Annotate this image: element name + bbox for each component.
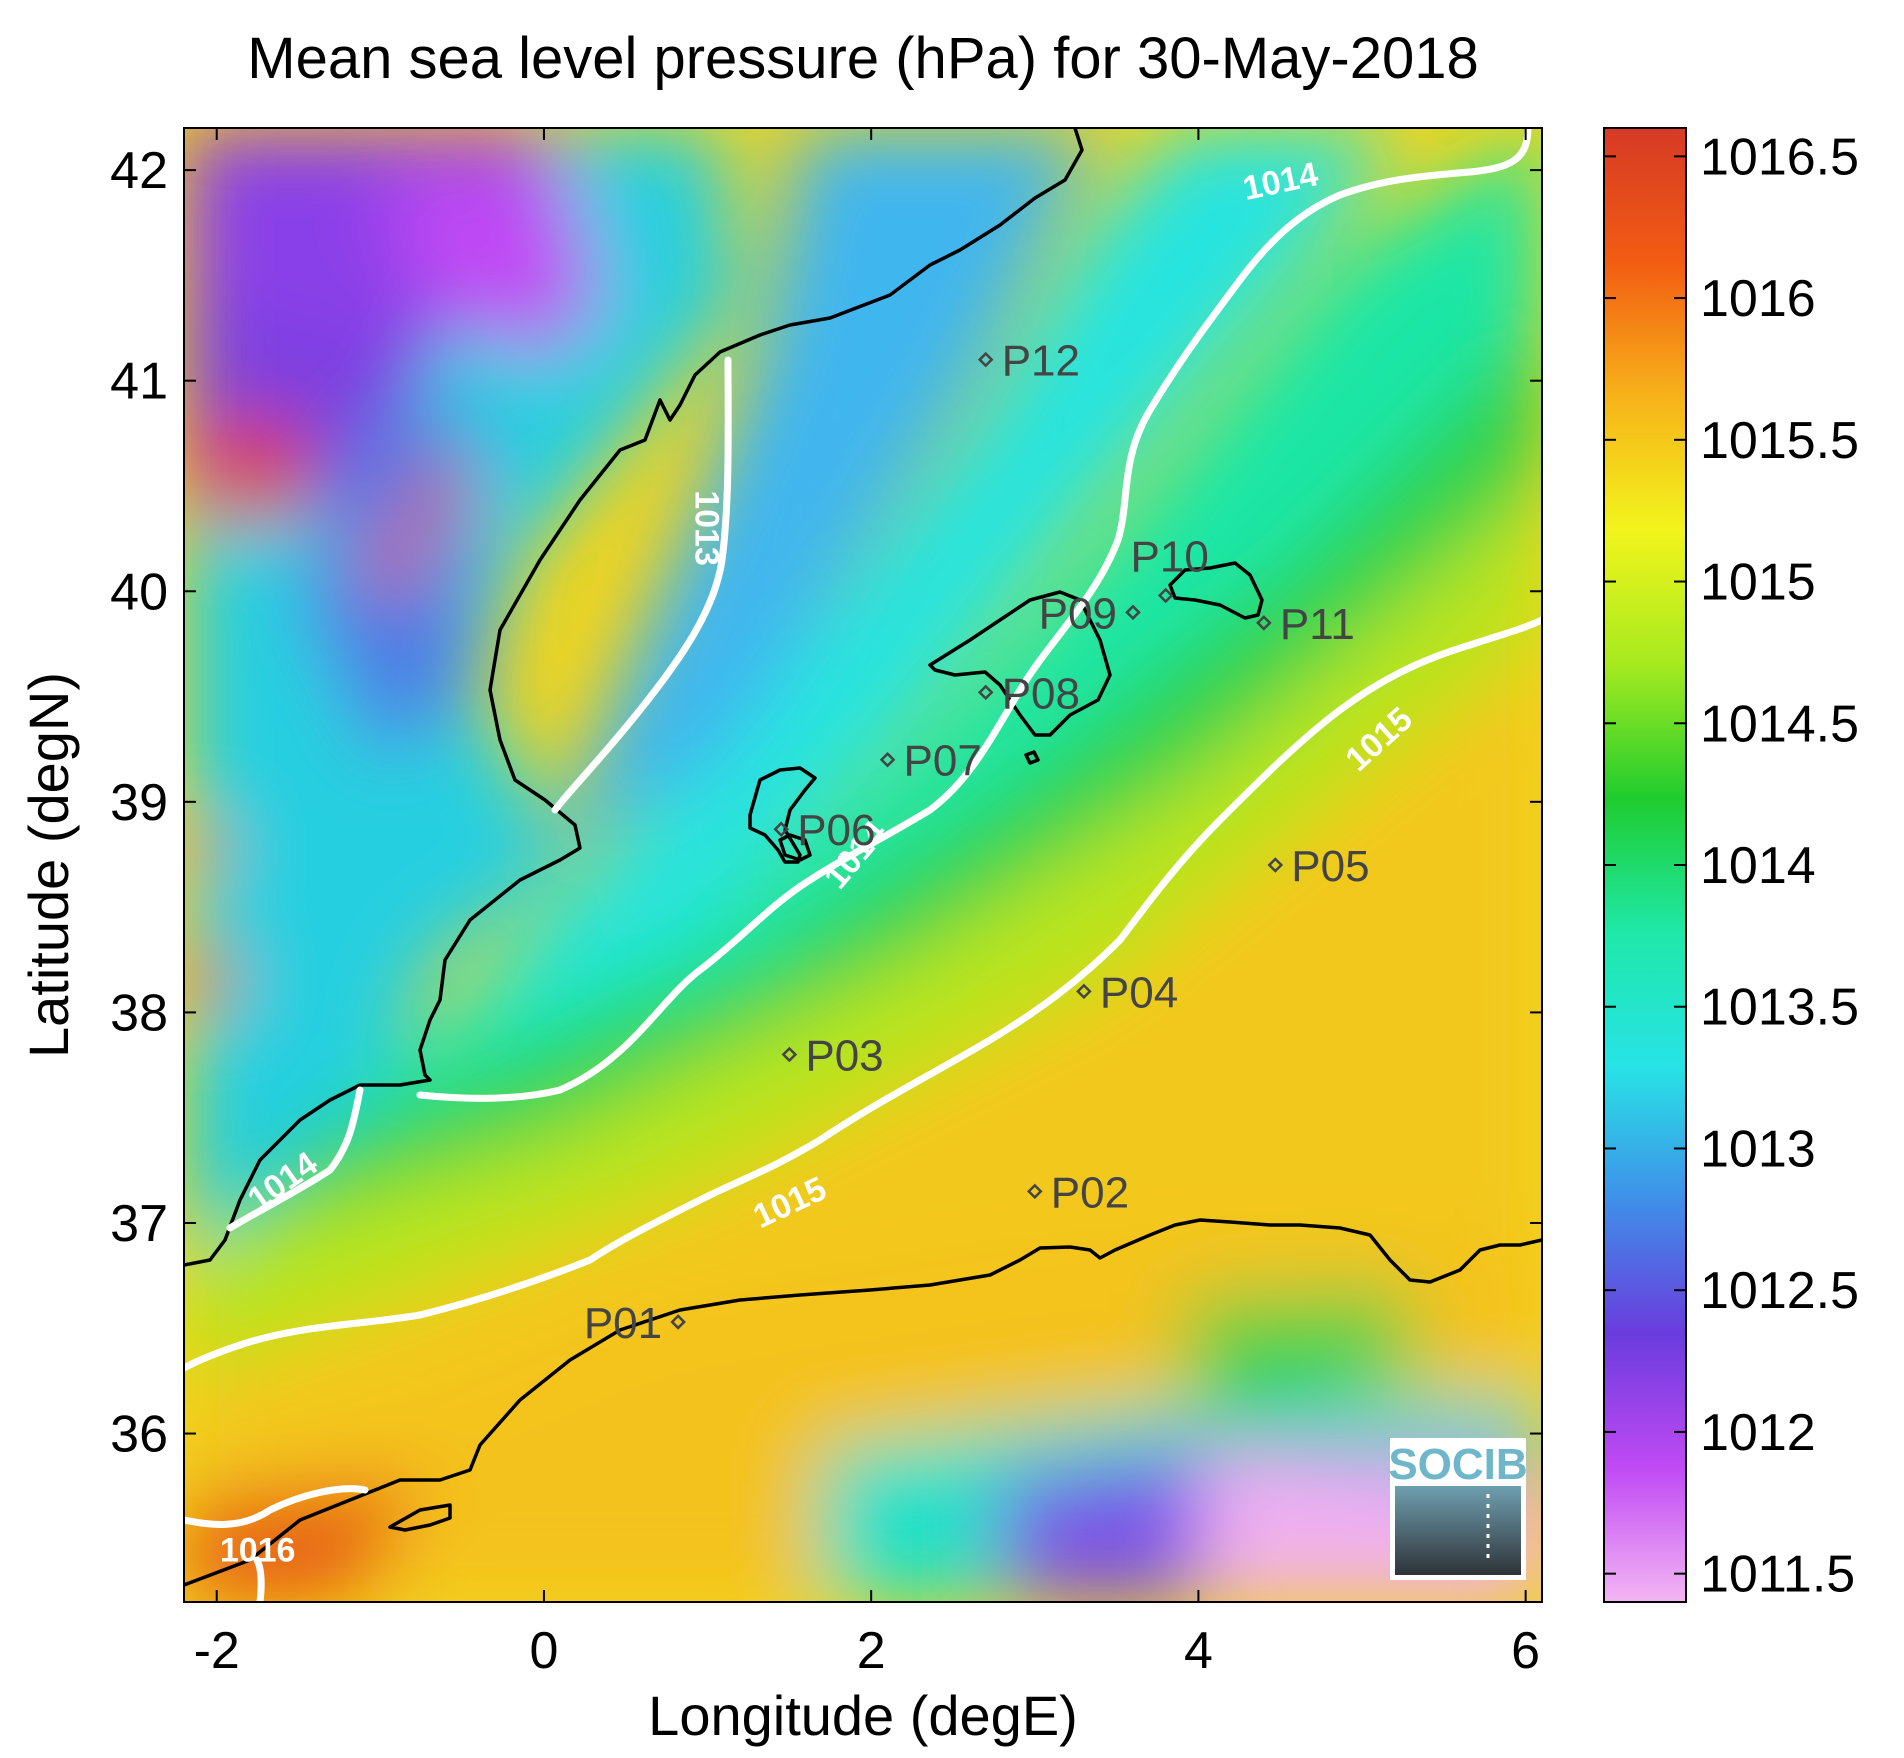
- contour-label: 1013: [688, 490, 726, 566]
- colorbar-tick-label: 1013: [1700, 1120, 1816, 1178]
- y-tick-label: 37: [110, 1195, 168, 1253]
- x-tick-label: 4: [1184, 1622, 1213, 1680]
- station-label: P06: [797, 806, 875, 855]
- y-axis: 36 37 38 39 40 41 42: [110, 142, 1542, 1464]
- y-axis-label: Latitude (degN): [17, 672, 80, 1058]
- contour-1014-west: [226, 1086, 364, 1232]
- map-title: Mean sea level pressure (hPa) for 30-May…: [247, 26, 1478, 91]
- station-p08[interactable]: P08: [977, 669, 1080, 718]
- station-marker: [773, 821, 789, 837]
- station-label: P01: [584, 1299, 662, 1348]
- menorca-coastline: [1168, 561, 1264, 620]
- station-label: P09: [1039, 589, 1117, 638]
- stations: P01 P02 P03 P04 P05 P06 P07 P08 P09 P10 P11 P12: [584, 337, 1370, 1348]
- colorbar-ticks: 1011.5 1012 1012.5 1013 1013.5 1014 1014.5 1015…: [1604, 128, 1859, 1604]
- colorbar-tick-label: 1014.5: [1700, 695, 1859, 753]
- contour-1016: [184, 1485, 369, 1528]
- station-label: P02: [1051, 1168, 1129, 1217]
- station-p07[interactable]: P07: [879, 737, 982, 786]
- station-marker: [977, 351, 994, 368]
- y-tick-label: 41: [110, 353, 168, 411]
- y-tick-label: 42: [110, 142, 168, 200]
- station-p01[interactable]: P01: [584, 1299, 686, 1348]
- colorbar: 1011.5 1012 1012.5 1013 1013.5 1014 1014.5 1015…: [1603, 127, 1859, 1604]
- colorbar-tick-label: 1014: [1700, 837, 1816, 895]
- african-coastline: [184, 1218, 1542, 1587]
- contour-1014-north: [416, 128, 1532, 1102]
- x-tick-label: 0: [529, 1622, 558, 1680]
- x-axis: -2 0 2 4 6: [194, 128, 1540, 1680]
- station-label: P05: [1291, 842, 1369, 891]
- station-marker: [1157, 587, 1174, 604]
- contour-1016-lower: [253, 1556, 265, 1602]
- formentera-coastline: [778, 833, 812, 862]
- y-tick-label: 40: [110, 563, 168, 621]
- contour-lines: [184, 128, 1542, 1602]
- socib-logo: SOCIB: [1388, 1438, 1528, 1580]
- station-marker: [977, 684, 994, 701]
- colorbar-tick-label: 1013.5: [1700, 979, 1859, 1037]
- colorbar-tick-label: 1015.5: [1700, 412, 1859, 470]
- mallorca-coastline: [928, 590, 1112, 737]
- station-p03[interactable]: P03: [781, 1032, 884, 1081]
- colorbar-ramp: [1603, 127, 1687, 1603]
- station-label: P11: [1280, 600, 1355, 649]
- station-marker: [1267, 857, 1284, 873]
- station-p12[interactable]: P12: [977, 337, 1080, 386]
- station-marker: [670, 1314, 686, 1330]
- x-tick-label: 2: [857, 1622, 886, 1680]
- station-marker: [879, 751, 896, 768]
- station-marker: [1027, 1183, 1043, 1200]
- y-tick-label: 39: [110, 774, 168, 832]
- station-marker: [781, 1046, 798, 1063]
- x-axis-label: Longitude (degE): [648, 1684, 1078, 1747]
- station-label: P10: [1131, 532, 1209, 581]
- station-p09[interactable]: P09: [1039, 589, 1141, 638]
- colorbar-tick-label: 1011.5: [1700, 1546, 1855, 1604]
- cabrera-coastline: [1024, 750, 1040, 765]
- contour-1013: [551, 356, 732, 814]
- station-marker: [1256, 615, 1272, 631]
- colorbar-tick-label: 1015: [1700, 554, 1816, 612]
- contour-1015: [184, 616, 1542, 1372]
- y-tick-label: 38: [110, 984, 168, 1042]
- station-marker: [1125, 604, 1141, 621]
- colorbar-tick-label: 1012.5: [1700, 1262, 1859, 1320]
- colorbar-tick-label: 1012: [1700, 1404, 1816, 1462]
- station-p04[interactable]: P04: [1076, 968, 1178, 1017]
- y-tick-label: 36: [110, 1406, 168, 1464]
- station-label: P08: [1002, 669, 1080, 718]
- pressure-field: [184, 128, 1542, 1602]
- contour-label: 1016: [220, 1531, 296, 1569]
- socib-logo-text: SOCIB: [1388, 1440, 1527, 1489]
- x-tick-label: -2: [194, 1622, 240, 1680]
- map-frame: [183, 127, 1543, 1603]
- colorbar-tick-label: 1016.5: [1700, 128, 1859, 186]
- station-label: P12: [1002, 337, 1080, 386]
- station-p02[interactable]: P02: [1027, 1168, 1129, 1217]
- x-tick-label: 6: [1511, 1622, 1540, 1680]
- station-label: P04: [1100, 968, 1178, 1017]
- station-label: P03: [805, 1032, 883, 1081]
- station-p11[interactable]: P11: [1256, 600, 1355, 649]
- alboran-coastline: [388, 1503, 452, 1532]
- station-p06[interactable]: P06: [773, 806, 875, 855]
- station-label: P07: [904, 737, 982, 786]
- station-marker: [1076, 983, 1092, 1000]
- station-p10[interactable]: P10: [1131, 532, 1209, 604]
- iberian-coastline: [184, 128, 1084, 1267]
- colorbar-tick-label: 1016: [1700, 270, 1816, 328]
- coastlines: [184, 128, 1542, 1587]
- station-p05[interactable]: P05: [1267, 842, 1370, 891]
